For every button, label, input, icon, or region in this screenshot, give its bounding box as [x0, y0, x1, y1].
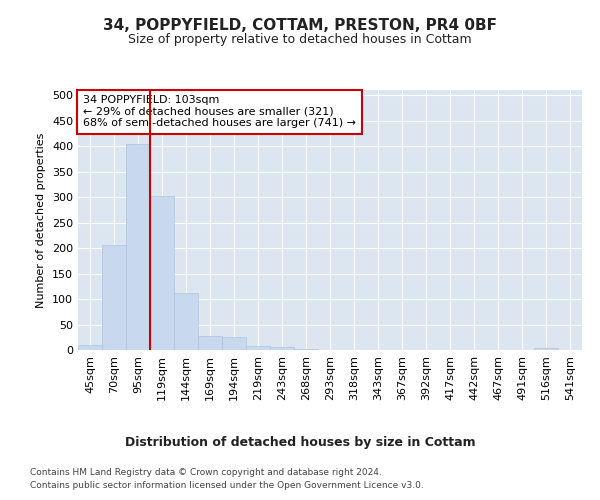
Bar — [534, 348, 558, 350]
Bar — [246, 346, 270, 350]
Bar — [78, 345, 102, 350]
Text: Distribution of detached houses by size in Cottam: Distribution of detached houses by size … — [125, 436, 475, 449]
Bar — [174, 293, 198, 350]
Bar — [102, 246, 126, 350]
Y-axis label: Number of detached properties: Number of detached properties — [37, 132, 46, 308]
Text: Contains HM Land Registry data © Crown copyright and database right 2024.: Contains HM Land Registry data © Crown c… — [30, 468, 382, 477]
Text: 34 POPPYFIELD: 103sqm
← 29% of detached houses are smaller (321)
68% of semi-det: 34 POPPYFIELD: 103sqm ← 29% of detached … — [83, 95, 356, 128]
Bar — [222, 336, 246, 350]
Bar — [270, 348, 294, 350]
Bar — [150, 196, 174, 350]
Text: Size of property relative to detached houses in Cottam: Size of property relative to detached ho… — [128, 32, 472, 46]
Bar — [126, 144, 150, 350]
Bar — [198, 336, 222, 350]
Text: 34, POPPYFIELD, COTTAM, PRESTON, PR4 0BF: 34, POPPYFIELD, COTTAM, PRESTON, PR4 0BF — [103, 18, 497, 32]
Text: Contains public sector information licensed under the Open Government Licence v3: Contains public sector information licen… — [30, 480, 424, 490]
Bar — [294, 349, 318, 350]
